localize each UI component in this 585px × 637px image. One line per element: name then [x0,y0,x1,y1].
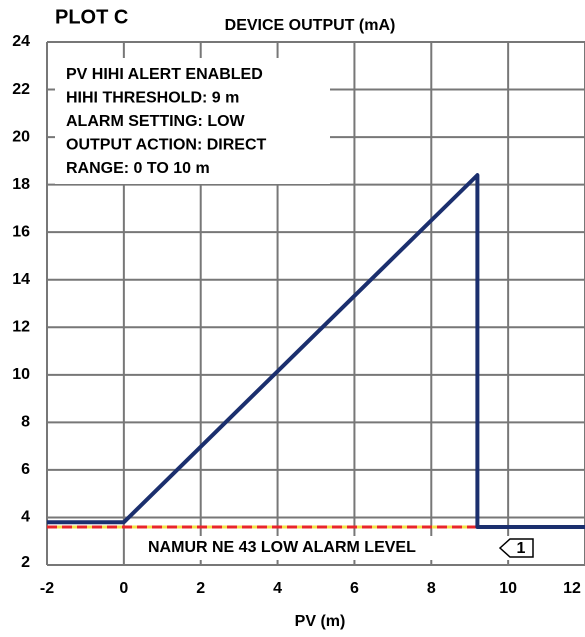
reference-label-bg [140,536,540,560]
y-tick-label: 20 [12,128,30,145]
x-tick-label: 6 [350,580,359,597]
annotation: ALARM SETTING: LOW [66,113,246,130]
x-tick-label: 2 [196,580,205,597]
callout-number: 1 [517,540,526,557]
reference-label: NAMUR NE 43 LOW ALARM LEVEL [148,539,416,556]
y-tick-label: 4 [21,509,30,526]
x-tick-label: 0 [119,580,128,597]
y-tick-label: 8 [21,414,30,431]
x-tick-label: 8 [427,580,436,597]
x-tick-label: 12 [563,580,581,597]
x-tick-label: -2 [40,580,54,597]
y-tick-label: 10 [12,366,30,383]
annotation: HIHI THRESHOLD: 9 m [66,90,239,107]
chart-title: DEVICE OUTPUT (mA) [225,17,396,34]
y-tick-label: 14 [12,271,30,288]
annotation-box [55,58,330,184]
annotation: OUTPUT ACTION: DIRECT [66,137,267,154]
x-tick-label: 10 [499,580,517,597]
annotation: RANGE: 0 TO 10 m [66,160,210,177]
y-tick-label: 22 [12,81,30,98]
x-axis-label: PV (m) [295,613,346,630]
y-tick-label: 24 [12,33,30,50]
line-series [47,173,585,529]
y-tick-label: 18 [12,176,30,193]
y-tick-label: 12 [12,318,30,335]
callout-flag [498,538,534,558]
annotation: PV HIHI ALERT ENABLED [66,66,263,83]
y-tick-label: 16 [12,223,30,240]
y-tick-label: 2 [21,554,30,571]
x-tick-label: 4 [273,580,282,597]
y-tick-label: 6 [21,461,30,478]
plot-label: PLOT C [55,6,128,28]
